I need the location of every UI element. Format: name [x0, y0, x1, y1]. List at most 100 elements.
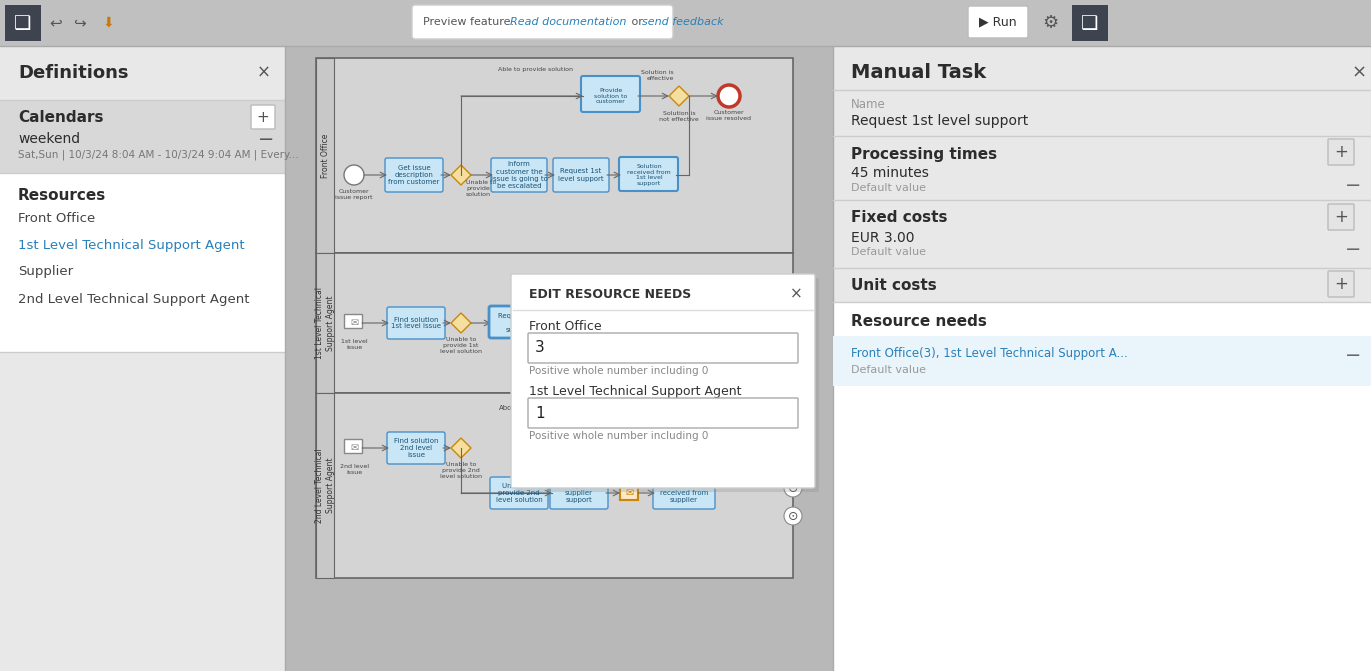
FancyBboxPatch shape: [618, 157, 679, 191]
Text: ↩: ↩: [49, 15, 62, 30]
FancyBboxPatch shape: [489, 477, 548, 509]
Text: Definitions: Definitions: [18, 64, 129, 82]
Text: Solution
received from
supplier: Solution received from supplier: [659, 483, 709, 503]
FancyBboxPatch shape: [0, 0, 1371, 46]
Text: Provide
solution to
customer: Provide solution to customer: [594, 88, 628, 104]
FancyBboxPatch shape: [968, 6, 1028, 38]
FancyBboxPatch shape: [834, 336, 1371, 386]
FancyBboxPatch shape: [489, 306, 548, 338]
Text: Customer
issue report: Customer issue report: [336, 189, 373, 200]
Text: Preview feature.: Preview feature.: [424, 17, 518, 27]
Text: 45 minutes: 45 minutes: [851, 166, 930, 180]
Text: Request 1st
level
support: Request 1st level support: [499, 313, 540, 333]
Text: Find solution
1st level issue: Find solution 1st level issue: [391, 317, 441, 329]
Text: Unable to
provide 1st
level solution: Unable to provide 1st level solution: [440, 337, 483, 354]
Text: Abo...: Abo...: [499, 405, 520, 411]
Text: Unit costs: Unit costs: [851, 278, 936, 293]
FancyBboxPatch shape: [315, 58, 335, 253]
Text: Fixed costs: Fixed costs: [851, 211, 947, 225]
Text: 3: 3: [535, 340, 544, 356]
Text: 1st Level Technical Support Agent: 1st Level Technical Support Agent: [18, 238, 244, 252]
Text: 1st Level Technical
Support Agent: 1st Level Technical Support Agent: [315, 287, 335, 359]
Text: Calendars: Calendars: [18, 111, 103, 125]
Text: ❑: ❑: [1082, 13, 1098, 32]
FancyBboxPatch shape: [0, 352, 285, 671]
FancyBboxPatch shape: [285, 46, 834, 671]
Text: Get issue
description
from customer: Get issue description from customer: [388, 165, 440, 185]
FancyBboxPatch shape: [0, 101, 285, 173]
Text: Processing times: Processing times: [851, 146, 997, 162]
Text: Able to provide solution: Able to provide solution: [499, 68, 573, 72]
Text: Front Office(3), 1st Level Technical Support A...: Front Office(3), 1st Level Technical Sup…: [851, 348, 1128, 360]
Text: ✉: ✉: [625, 488, 633, 498]
Text: ×: ×: [1352, 64, 1367, 82]
Text: Find solution
2nd level
issue: Find solution 2nd level issue: [393, 438, 439, 458]
Polygon shape: [669, 86, 690, 106]
Text: Resource needs: Resource needs: [851, 315, 987, 329]
Text: Front Office: Front Office: [529, 319, 602, 333]
Text: 2nd level
issue: 2nd level issue: [340, 464, 369, 475]
Text: 1: 1: [535, 405, 544, 421]
FancyBboxPatch shape: [1328, 204, 1355, 230]
Text: Read documentation: Read documentation: [510, 17, 627, 27]
Text: Manual Task: Manual Task: [851, 64, 986, 83]
Text: Request 1st
level support: Request 1st level support: [558, 168, 603, 181]
FancyBboxPatch shape: [0, 46, 285, 101]
FancyBboxPatch shape: [515, 278, 818, 492]
Text: Front Office: Front Office: [18, 211, 95, 225]
Text: +: +: [256, 109, 269, 125]
FancyBboxPatch shape: [620, 484, 638, 500]
Text: −: −: [258, 130, 274, 148]
Text: ⊙: ⊙: [788, 509, 798, 523]
Text: ↪: ↪: [73, 15, 85, 30]
FancyBboxPatch shape: [315, 393, 792, 578]
Text: Sat,Sun | 10/3/24 8:04 AM - 10/3/24 9:04 AM | Every...: Sat,Sun | 10/3/24 8:04 AM - 10/3/24 9:04…: [18, 150, 299, 160]
Text: −: −: [1345, 346, 1361, 366]
Text: Unable to
provide 2nd
level solution: Unable to provide 2nd level solution: [440, 462, 483, 478]
Text: −: −: [1345, 176, 1361, 195]
FancyBboxPatch shape: [834, 46, 1371, 671]
Text: −: −: [1345, 240, 1361, 260]
Text: EDIT RESOURCE NEEDS: EDIT RESOURCE NEEDS: [529, 287, 691, 301]
Text: ❑: ❑: [14, 13, 32, 32]
FancyBboxPatch shape: [5, 5, 41, 41]
Text: Request
supplier
support: Request supplier support: [565, 483, 594, 503]
Text: 2nd Level Technical Support Agent: 2nd Level Technical Support Agent: [18, 293, 250, 305]
FancyBboxPatch shape: [653, 477, 716, 509]
Text: Name: Name: [851, 99, 886, 111]
Text: 2nd Level Technical
Support Agent: 2nd Level Technical Support Agent: [315, 448, 335, 523]
FancyBboxPatch shape: [315, 253, 335, 393]
Text: ⊖: ⊖: [788, 482, 798, 495]
Text: Customer
issue resolved: Customer issue resolved: [706, 110, 751, 121]
Text: or: or: [628, 17, 646, 27]
Text: Solution
received from
1st level
support: Solution received from 1st level support: [627, 164, 670, 186]
Text: Unable to
provide
solution: Unable to provide solution: [466, 180, 496, 197]
Text: ✉: ✉: [350, 443, 358, 453]
FancyBboxPatch shape: [344, 314, 362, 328]
Text: 1st level
issue: 1st level issue: [340, 339, 367, 350]
Text: ⚙: ⚙: [1042, 14, 1058, 32]
Text: ⊕: ⊕: [788, 454, 798, 466]
Text: Unable to
provide 2nd
level solution: Unable to provide 2nd level solution: [496, 483, 543, 503]
Text: ✉: ✉: [350, 318, 358, 328]
FancyBboxPatch shape: [387, 307, 446, 339]
Text: 1st Level Technical Support Agent: 1st Level Technical Support Agent: [529, 384, 742, 397]
FancyBboxPatch shape: [315, 393, 335, 578]
Text: Resources: Resources: [18, 187, 106, 203]
Text: ▶ Run: ▶ Run: [979, 15, 1017, 28]
FancyBboxPatch shape: [251, 105, 276, 129]
Text: send feedback: send feedback: [642, 17, 724, 27]
Text: Positive whole number including 0: Positive whole number including 0: [529, 431, 709, 441]
Text: weekend: weekend: [18, 132, 80, 146]
FancyBboxPatch shape: [344, 439, 362, 453]
Polygon shape: [451, 165, 472, 185]
FancyBboxPatch shape: [550, 477, 607, 509]
FancyBboxPatch shape: [528, 398, 798, 428]
FancyBboxPatch shape: [413, 5, 673, 39]
Circle shape: [784, 479, 802, 497]
FancyBboxPatch shape: [385, 158, 443, 192]
Circle shape: [344, 165, 363, 185]
FancyBboxPatch shape: [511, 274, 814, 488]
FancyBboxPatch shape: [1328, 139, 1355, 165]
FancyBboxPatch shape: [553, 158, 609, 192]
